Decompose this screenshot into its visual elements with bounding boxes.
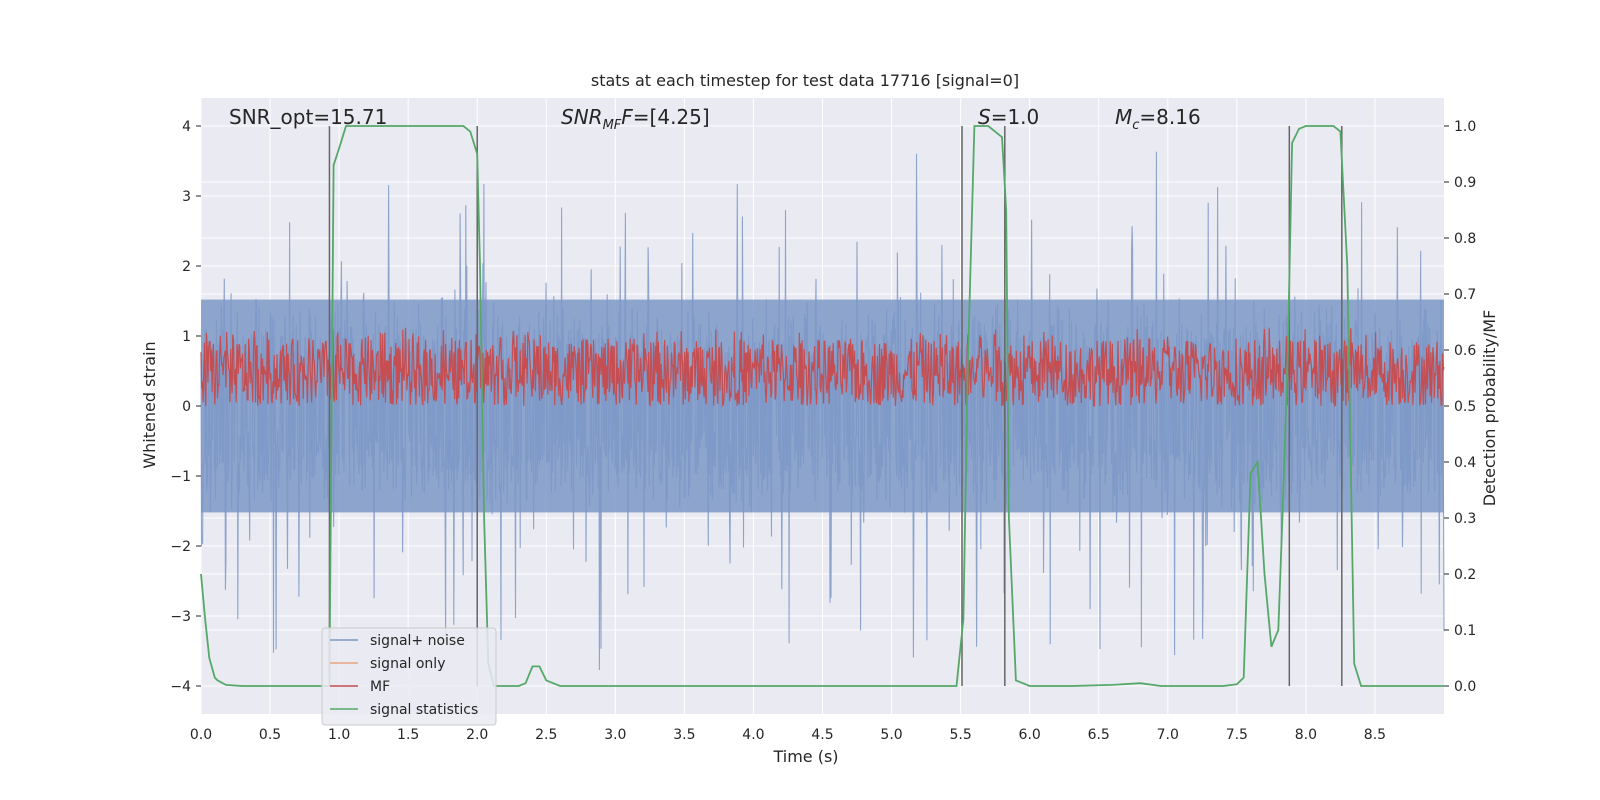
y2-axis-label: Detection probability/MF [1480, 310, 1499, 507]
y-tick-label: −4 [170, 679, 191, 695]
y-tick-label: 1 [182, 329, 191, 345]
x-tick-label: 1.5 [397, 727, 419, 743]
x-tick-label: 8.0 [1295, 727, 1317, 743]
y2-tick-label: 0.1 [1454, 623, 1476, 639]
y2-tick-label: 0.4 [1454, 455, 1476, 471]
y2-tick-label: 0.6 [1454, 343, 1476, 359]
x-axis-label: Time (s) [772, 747, 838, 766]
mf-series [200, 327, 1445, 408]
y2-tick-label: 0.5 [1454, 399, 1476, 415]
x-tick-label: 3.0 [604, 727, 626, 743]
legend-label-signal-noise: signal+ noise [370, 633, 465, 649]
y2-tick-labels: 0.0 0.1 0.2 0.3 0.4 0.5 0.6 0.7 0.8 0.9 1.0 [1444, 119, 1476, 695]
x-tick-label: 1.0 [328, 727, 350, 743]
legend-label-signal-statistics: signal statistics [370, 702, 478, 718]
x-tick-label: 2.0 [466, 727, 488, 743]
y-tick-label: −3 [170, 609, 191, 625]
x-tick-label: 7.0 [1157, 727, 1179, 743]
y2-tick-label: 0.7 [1454, 287, 1476, 303]
legend-box [321, 627, 497, 726]
chart-title: stats at each timestep for test data 177… [591, 71, 1019, 90]
signal-statistics-line [200, 125, 1444, 687]
x-tick-label: 0.5 [259, 727, 281, 743]
x-tick-label: 2.5 [535, 727, 557, 743]
y2-tick-label: 0.3 [1454, 511, 1476, 527]
y2-tick-label: 0.8 [1454, 231, 1476, 247]
signal-noise-series [200, 151, 1445, 671]
y2-tick-label: 0.0 [1454, 679, 1476, 695]
x-tick-label: 7.5 [1226, 727, 1248, 743]
signal-statistics-series [200, 125, 1444, 687]
y-tick-label: −2 [170, 539, 191, 555]
y-tick-label: 0 [182, 399, 191, 415]
x-tick-label: 3.5 [673, 727, 695, 743]
x-tick-label: 5.5 [949, 727, 971, 743]
annotation-s: S=1.0 [978, 105, 1039, 129]
x-tick-label: 5.0 [880, 727, 902, 743]
y-tick-label: −1 [170, 469, 191, 485]
mf-trace [200, 327, 1445, 408]
y-tick-label: 3 [182, 189, 191, 205]
y-tick-label: 4 [182, 119, 191, 135]
y-tick-labels: −4 −3 −2 −1 0 1 2 3 4 [170, 119, 201, 695]
y-tick-label: 2 [182, 259, 191, 275]
legend-label-mf: MF [370, 679, 390, 695]
x-tick-label: 0.0 [190, 727, 212, 743]
annotation-mc: Mc=8.16 [1115, 105, 1201, 133]
y2-tick-label: 0.2 [1454, 567, 1476, 583]
x-tick-labels: 0.0 0.5 1.0 1.5 2.0 2.5 3.0 3.5 4.0 4.5 5.0 5.5 6.0 6… [190, 727, 1386, 743]
x-tick-label: 4.0 [742, 727, 764, 743]
legend-label-signal-only: signal only [370, 656, 445, 672]
x-tick-label: 6.0 [1019, 727, 1041, 743]
annotation-snr-opt: SNR_opt=15.71 [229, 105, 387, 129]
y2-tick-label: 1.0 [1454, 119, 1476, 135]
y2-tick-label: 0.9 [1454, 175, 1476, 191]
y-axis-label: Whitened strain [140, 341, 159, 468]
x-tick-label: 8.5 [1364, 727, 1386, 743]
annotation-snr-mf: SNRMFF=[4.25] [561, 105, 710, 133]
x-tick-label: 4.5 [811, 727, 833, 743]
x-tick-label: 6.5 [1088, 727, 1110, 743]
legend: signal+ noise signal only MF signal stat… [321, 627, 497, 726]
